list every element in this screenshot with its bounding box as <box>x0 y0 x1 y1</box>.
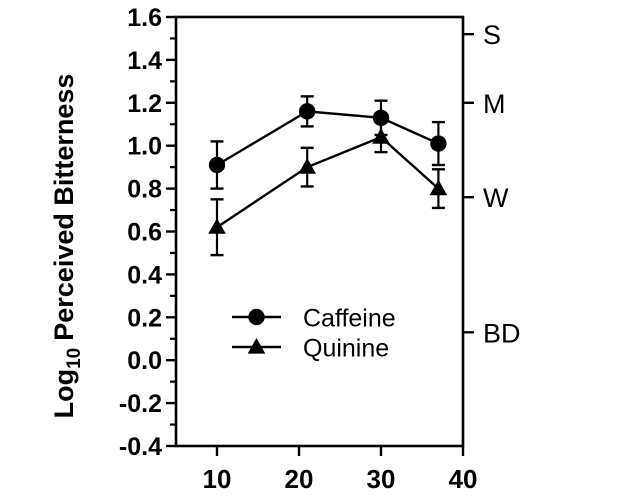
y-tick-label: 0.2 <box>127 304 162 332</box>
data-point-triangle <box>372 128 390 144</box>
y-tick-label: -0.2 <box>119 390 162 418</box>
series-quinine <box>208 120 448 257</box>
right-axis-tick-label: S <box>483 20 501 50</box>
right-axis-tick-label: M <box>483 89 506 119</box>
y-axis-title: Log10 Perceived Bitterness <box>49 74 85 419</box>
legend-item-quinine: Quinine <box>232 335 389 363</box>
y-tick-label: 1.4 <box>127 47 162 75</box>
data-point-triangle <box>429 179 448 196</box>
y-axis: 1.6 1.4 1.2 1.0 0.8 0.6 0.4 0.2 0.0 -0.2 -0.4 <box>119 4 176 461</box>
series-caffeine <box>208 95 447 190</box>
data-point-triangle <box>298 158 316 174</box>
y-tick-label: 0.8 <box>127 176 162 204</box>
y-tick-label: 0.0 <box>127 347 162 375</box>
right-axis-tick-label: W <box>483 183 509 213</box>
x-tick-label: 10 <box>203 464 232 494</box>
legend-label: Quinine <box>303 335 389 363</box>
series-line-caffeine <box>216 110 439 167</box>
legend-marker-circle <box>248 308 265 326</box>
y-tick-label: -0.4 <box>119 433 162 461</box>
data-point-triangle <box>208 218 226 234</box>
y-tick-label: 1.2 <box>127 90 162 118</box>
x-tick-label: 30 <box>367 464 396 494</box>
legend-label: Caffeine <box>303 305 396 333</box>
y-tick-label: 0.4 <box>127 261 162 289</box>
data-point-circle <box>430 135 447 152</box>
right-axis-tick-label: BD <box>483 318 521 348</box>
x-tick-label: 20 <box>285 464 314 494</box>
data-point-circle <box>208 156 226 174</box>
series-line-quinine <box>216 135 440 229</box>
y-axis-title-subscript: 10 <box>64 348 85 369</box>
y-axis-title-rest: Perceived Bitterness <box>49 74 79 341</box>
y-tick-label: 1.0 <box>127 133 162 161</box>
x-axis: 10 20 30 40 <box>203 446 478 494</box>
x-tick-label: 40 <box>449 464 478 494</box>
data-point-circle <box>299 103 316 120</box>
y-tick-label: 1.6 <box>127 4 162 32</box>
legend-marker-triangle <box>247 338 266 354</box>
y-axis-title-base: Log <box>49 369 79 418</box>
y-tick-label: 0.6 <box>127 219 162 247</box>
legend-item-caffeine: Caffeine <box>232 305 396 333</box>
right-axis: S M W BD <box>463 20 521 348</box>
